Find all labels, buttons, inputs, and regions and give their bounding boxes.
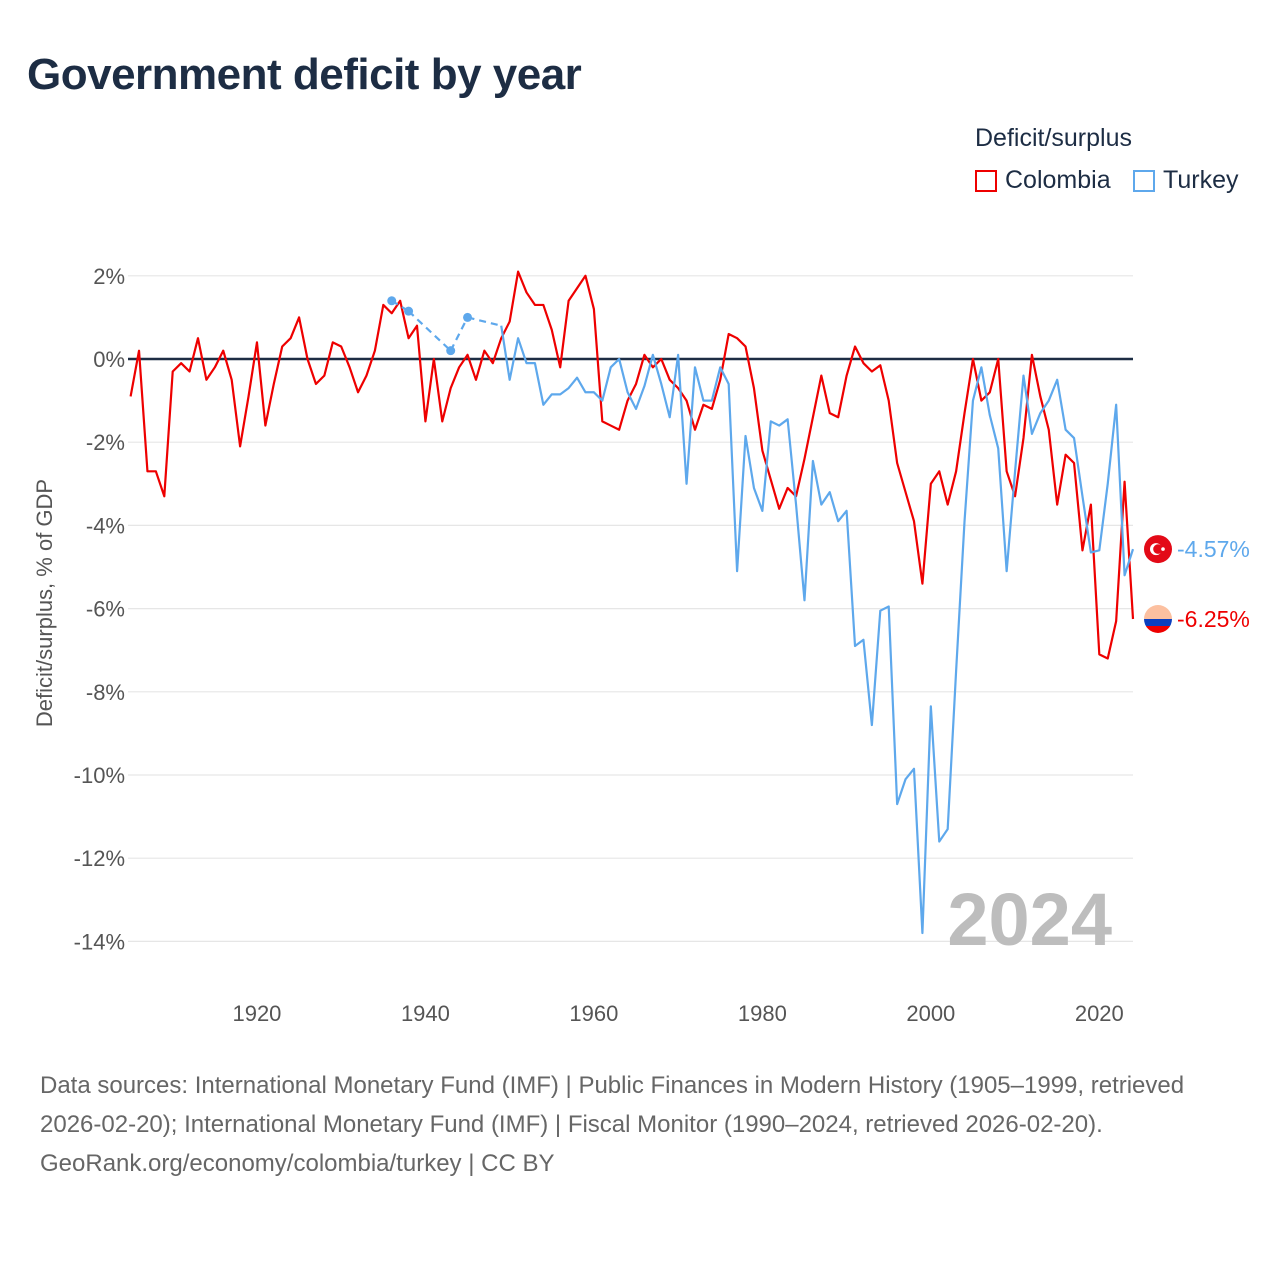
series-line-turkey (500, 325, 1135, 935)
x-tick-label: 1960 (569, 1001, 618, 1026)
x-tick-label: 1940 (401, 1001, 450, 1026)
stripe-blue (1144, 619, 1172, 626)
data-point-turkey (446, 346, 456, 356)
legend-title: Deficit/surplus (975, 124, 1132, 152)
chart-title: Government deficit by year (27, 50, 582, 99)
x-tick-label: 1980 (738, 1001, 787, 1026)
y-tick-label: 2% (93, 264, 125, 289)
y-tick-label: -12% (74, 846, 125, 871)
legend-item-turkey[interactable]: Turkey (1133, 166, 1238, 195)
legend-swatch-colombia (975, 169, 997, 192)
legend-label-turkey: Turkey (1163, 166, 1239, 194)
series-gap-turkey (449, 316, 469, 352)
flag-stripes (1144, 605, 1172, 633)
series-line-colombia (129, 270, 1135, 660)
flag-turkey-icon (1144, 535, 1172, 564)
credit-link[interactable]: GeoRank.org/economy/colombia/turkey | CC… (40, 1150, 555, 1177)
end-label-turkey: -4.57% (1177, 536, 1250, 562)
data-sources: Data sources: International Monetary Fun… (40, 1072, 1185, 1138)
x-tick-label: 2000 (906, 1001, 955, 1026)
y-tick-label: -10% (74, 763, 125, 788)
stripe-yellow (1144, 605, 1172, 619)
data-point-turkey (387, 296, 397, 306)
stripe-red (1144, 626, 1172, 633)
flag-colombia-icon (1144, 605, 1172, 633)
series-gap-turkey (467, 316, 502, 327)
y-tick-label: -2% (86, 430, 125, 455)
end-label-colombia: -6.25% (1177, 606, 1250, 632)
star (1161, 547, 1165, 551)
x-tick-label: 2020 (1075, 1001, 1124, 1026)
y-tick-label: 0% (93, 347, 125, 372)
chart-plot: 2% 0% -2% -4% -6% -8% -10% -12% -14% 1920 1940 1960… (32, 264, 1250, 1026)
series-gap-turkey (407, 310, 452, 352)
x-tick-label: 1920 (232, 1001, 281, 1026)
legend-label-colombia: Colombia (1005, 166, 1111, 194)
y-tick-label: -6% (86, 597, 125, 622)
legend-item-colombia[interactable]: Colombia (975, 166, 1111, 195)
data-point-turkey (463, 312, 473, 322)
year-watermark: 2024 (947, 878, 1112, 961)
y-tick-label: -8% (86, 680, 125, 705)
y-tick-label: -4% (86, 513, 125, 538)
legend-swatch-turkey (1133, 169, 1155, 192)
y-axis-label: Deficit/surplus, % of GDP (32, 479, 57, 727)
crescent-inner (1153, 544, 1163, 554)
footer: Data sources: International Monetary Fun… (40, 1066, 1240, 1183)
y-tick-label: -14% (74, 929, 125, 954)
data-point-turkey (404, 306, 414, 316)
